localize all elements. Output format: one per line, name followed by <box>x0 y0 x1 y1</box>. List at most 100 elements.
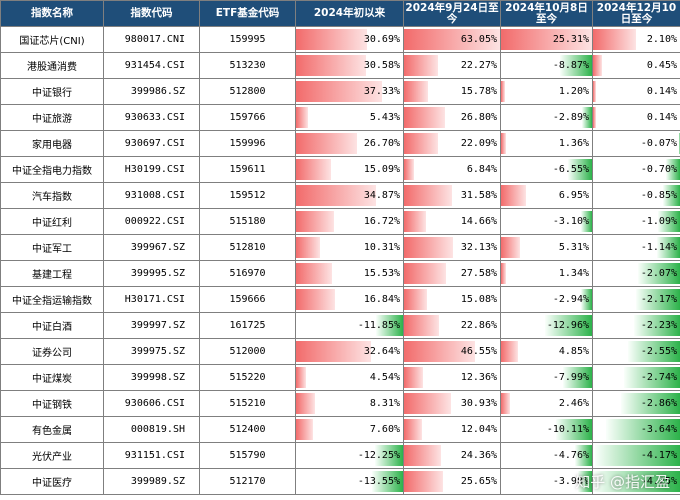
return-value: 25.31% <box>552 34 589 45</box>
return-value: -10.11% <box>546 424 589 435</box>
index-name-cell: 中证煤炭 <box>0 364 104 391</box>
return-value: 24.36% <box>460 450 497 461</box>
index-name-cell: 中证旅游 <box>0 104 104 131</box>
return-value: 27.58% <box>460 268 497 279</box>
return-cell-ytd: -12.25% <box>295 442 404 469</box>
return-cell-dec10: -2.86% <box>592 390 680 417</box>
etf-code-cell: 159766 <box>199 104 296 131</box>
return-cell-sep24: 22.27% <box>403 52 501 79</box>
data-bar <box>404 185 453 206</box>
return-value: 1.20% <box>558 86 589 97</box>
index-code-cell: 399995.SZ <box>103 260 200 287</box>
return-cell-oct8: 4.85% <box>500 338 593 365</box>
return-cell-oct8: 1.36% <box>500 130 593 157</box>
return-cell-sep24: 12.04% <box>403 416 501 443</box>
return-cell-dec10: 0.45% <box>592 52 680 79</box>
return-cell-sep24: 22.09% <box>403 130 501 157</box>
return-cell-oct8: -8.87% <box>500 52 593 79</box>
return-cell-dec10: -0.70% <box>592 156 680 183</box>
col-header-index-code: 指数代码 <box>103 0 200 27</box>
col-header-ytd: 2024年初以来 <box>295 0 404 27</box>
table-row: 中证白酒 399997.SZ 161725 -11.85% 22.86% -12.96% -… <box>0 312 680 339</box>
return-cell-dec10: 0.14% <box>592 104 680 131</box>
return-value: 14.66% <box>460 216 497 227</box>
data-bar <box>404 133 438 154</box>
return-cell-sep24: 22.86% <box>403 312 501 339</box>
return-cell-oct8: -6.55% <box>500 156 593 183</box>
data-bar <box>296 159 331 180</box>
return-value: 16.72% <box>363 216 400 227</box>
table-body: 国证芯片(CNI) 980017.CNI 159995 30.69% 63.05% 25.… <box>0 26 680 495</box>
return-value: -7.99% <box>552 372 589 383</box>
data-bar <box>296 29 367 50</box>
return-value: -1.14% <box>640 242 677 253</box>
data-bar <box>593 471 680 492</box>
return-cell-dec10: -2.17% <box>592 286 680 313</box>
return-value: 0.14% <box>646 112 677 123</box>
return-cell-oct8: -2.94% <box>500 286 593 313</box>
data-bar <box>404 81 429 102</box>
return-value: 26.80% <box>460 112 497 123</box>
data-bar <box>404 471 444 492</box>
etf-code-cell: 513230 <box>199 52 296 79</box>
return-value: 37.33% <box>363 86 400 97</box>
return-value: -2.17% <box>640 294 677 305</box>
data-bar <box>296 393 316 414</box>
data-bar <box>605 419 680 440</box>
data-bar <box>296 367 307 388</box>
table-row: 汽车指数 931008.CSI 159512 34.87% 31.58% 6.95% -0.… <box>0 182 680 209</box>
return-value: -2.07% <box>640 268 677 279</box>
data-bar <box>296 185 377 206</box>
index-name-cell: 中证医疗 <box>0 468 104 495</box>
data-bar <box>296 289 335 310</box>
data-bar <box>404 393 452 414</box>
data-bar <box>621 393 680 414</box>
index-name-cell: 有色金属 <box>0 416 104 443</box>
index-code-cell: 000819.SH <box>103 416 200 443</box>
col-header-since-sep24: 2024年9月24日至今 <box>403 0 501 27</box>
data-bar <box>580 211 592 232</box>
index-name-cell: 中证全指电力指数 <box>0 156 104 183</box>
return-value: -1.09% <box>640 216 677 227</box>
return-cell-oct8: -12.96% <box>500 312 593 339</box>
data-bar <box>593 29 636 50</box>
data-bar <box>501 263 506 284</box>
table-row: 港股通消费 931454.CSI 513230 30.58% 22.27% -8.87% 0… <box>0 52 680 79</box>
return-value: -12.96% <box>546 320 589 331</box>
data-bar <box>296 81 382 102</box>
return-cell-ytd: 4.54% <box>295 364 404 391</box>
return-cell-oct8: -2.89% <box>500 104 593 131</box>
return-value: -4.76% <box>552 450 589 461</box>
return-cell-sep24: 15.78% <box>403 78 501 105</box>
index-code-cell: 399997.SZ <box>103 312 200 339</box>
data-bar <box>501 237 521 258</box>
data-bar <box>404 107 445 128</box>
return-cell-oct8: 5.31% <box>500 234 593 261</box>
data-bar <box>623 367 680 388</box>
return-cell-ytd: 16.84% <box>295 286 404 313</box>
return-cell-dec10: -4.17% <box>592 442 680 469</box>
return-cell-oct8: 2.46% <box>500 390 593 417</box>
return-cell-oct8: 25.31% <box>500 26 593 53</box>
data-bar <box>581 107 592 128</box>
return-value: 6.95% <box>558 190 589 201</box>
col-header-etf-code: ETF基金代码 <box>199 0 296 27</box>
return-value: 30.69% <box>363 34 400 45</box>
index-name-cell: 国证芯片(CNI) <box>0 26 104 53</box>
index-name-cell: 光伏产业 <box>0 442 104 469</box>
data-bar <box>563 367 592 388</box>
return-cell-dec10: 2.10% <box>592 26 680 53</box>
etf-code-cell: 515790 <box>199 442 296 469</box>
data-bar <box>404 315 439 336</box>
return-value: -4.25% <box>640 476 677 487</box>
index-code-cell: 930697.CSI <box>103 130 200 157</box>
return-value: -6.55% <box>552 164 589 175</box>
table-row: 中证银行 399986.SZ 512800 37.33% 15.78% 1.20% 0.14… <box>0 78 680 105</box>
table-row: 中证钢铁 930606.CSI 515210 8.31% 30.93% 2.46% -2.8… <box>0 390 680 417</box>
return-cell-oct8: -3.10% <box>500 208 593 235</box>
etf-code-cell: 159995 <box>199 26 296 53</box>
return-value: 30.58% <box>363 60 400 71</box>
index-name-cell: 家用电器 <box>0 130 104 157</box>
return-value: 8.31% <box>369 398 400 409</box>
return-value: 15.78% <box>460 86 497 97</box>
